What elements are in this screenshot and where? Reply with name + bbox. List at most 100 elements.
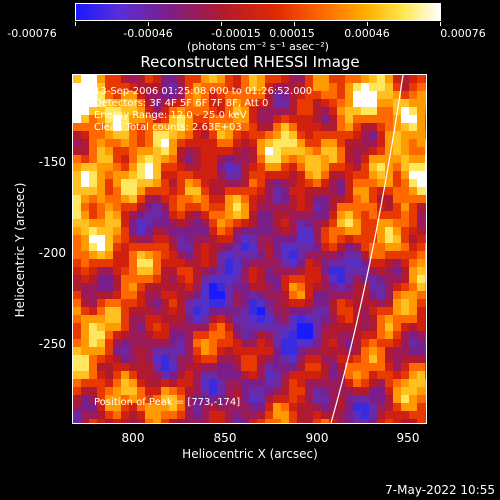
heatmap-cell	[81, 299, 89, 307]
heatmap-cell	[417, 147, 425, 155]
heatmap-cell	[145, 155, 153, 163]
heatmap-cell	[233, 187, 241, 195]
heatmap-cell	[241, 211, 249, 219]
heatmap-cell	[369, 323, 377, 331]
heatmap-cell	[265, 291, 273, 299]
heatmap-cell	[81, 379, 89, 387]
heatmap-cell	[145, 339, 153, 347]
heatmap-cell	[89, 155, 97, 163]
heatmap-cell	[201, 347, 209, 355]
heatmap-cell	[161, 131, 169, 139]
heatmap-cell	[209, 243, 217, 251]
heatmap-cell	[305, 419, 313, 423]
heatmap-cell	[361, 219, 369, 227]
heatmap-cell	[257, 291, 265, 299]
heatmap-cell	[97, 355, 105, 363]
heatmap-cell	[217, 243, 225, 251]
heatmap-cell	[337, 323, 345, 331]
heatmap-cell	[425, 299, 426, 307]
heatmap-cell	[337, 363, 345, 371]
heatmap-cell	[265, 235, 273, 243]
heatmap-cell	[305, 323, 313, 331]
heatmap-cell	[217, 195, 225, 203]
heatmap-cell	[281, 251, 289, 259]
heatmap-cell	[321, 203, 329, 211]
heatmap-cell	[337, 283, 345, 291]
heatmap-cell	[89, 291, 97, 299]
heatmap-cell	[257, 411, 265, 419]
heatmap-cell	[305, 307, 313, 315]
heatmap-cell	[241, 219, 249, 227]
heatmap-cell	[377, 115, 385, 123]
heatmap-cell	[177, 75, 185, 83]
heatmap-cell	[161, 235, 169, 243]
heatmap-cell	[297, 123, 305, 131]
heatmap-cell	[345, 171, 353, 179]
heatmap-cell	[153, 299, 161, 307]
heatmap-cell	[409, 187, 417, 195]
heatmap-cell	[145, 243, 153, 251]
heatmap-cell	[417, 323, 425, 331]
heatmap-cell	[177, 267, 185, 275]
heatmap-cell	[233, 75, 241, 83]
heatmap-cell	[369, 363, 377, 371]
heatmap-cell	[201, 171, 209, 179]
heatmap-cell	[425, 307, 426, 315]
heatmap-cell	[209, 171, 217, 179]
heatmap-cell	[169, 179, 177, 187]
heatmap-cell	[393, 139, 401, 147]
heatmap-cell	[105, 291, 113, 299]
heatmap-cell	[105, 363, 113, 371]
heatmap-cell	[241, 107, 249, 115]
heatmap-cell	[257, 227, 265, 235]
heatmap-cell	[73, 139, 81, 147]
heatmap-cell	[241, 371, 249, 379]
heatmap-cell	[81, 363, 89, 371]
heatmap-cell	[265, 187, 273, 195]
heatmap-cell	[185, 179, 193, 187]
heatmap-cell	[145, 403, 153, 411]
heatmap-cell	[73, 171, 81, 179]
heatmap-cell	[249, 259, 257, 267]
heatmap-cell	[121, 275, 129, 283]
heatmap-cell	[289, 387, 297, 395]
heatmap-cell	[385, 275, 393, 283]
heatmap-cell	[81, 195, 89, 203]
heatmap-cell	[425, 331, 426, 339]
heatmap-cell	[313, 107, 321, 115]
heatmap-cell	[97, 171, 105, 179]
heatmap-cell	[89, 323, 97, 331]
heatmap-cell	[409, 315, 417, 323]
heatmap-cell	[401, 75, 409, 83]
heatmap-cell	[393, 195, 401, 203]
heatmap-cell	[297, 363, 305, 371]
heatmap-cell	[345, 363, 353, 371]
heatmap-cell	[393, 75, 401, 83]
heatmap-cell	[249, 131, 257, 139]
heatmap-cell	[105, 107, 113, 115]
heatmap-cell	[361, 419, 369, 423]
heatmap-cell	[401, 363, 409, 371]
heatmap-cell	[113, 259, 121, 267]
heatmap-cell	[217, 139, 225, 147]
heatmap-cell	[193, 379, 201, 387]
heatmap-cell	[145, 371, 153, 379]
heatmap-cell	[113, 211, 121, 219]
heatmap-cell	[329, 243, 337, 251]
heatmap-cell	[249, 227, 257, 235]
heatmap-cell	[289, 395, 297, 403]
heatmap-cell	[73, 195, 81, 203]
heatmap-cell	[153, 203, 161, 211]
heatmap-cell	[393, 235, 401, 243]
heatmap-cell	[161, 75, 169, 83]
heatmap-cell	[297, 235, 305, 243]
heatmap-cell	[193, 355, 201, 363]
heatmap-cell	[401, 387, 409, 395]
heatmap-cell	[393, 115, 401, 123]
heatmap-cell	[321, 411, 329, 419]
heatmap-cell	[129, 147, 137, 155]
heatmap-cell	[201, 75, 209, 83]
heatmap-cell	[185, 371, 193, 379]
heatmap-cell	[329, 219, 337, 227]
heatmap-cell	[217, 379, 225, 387]
